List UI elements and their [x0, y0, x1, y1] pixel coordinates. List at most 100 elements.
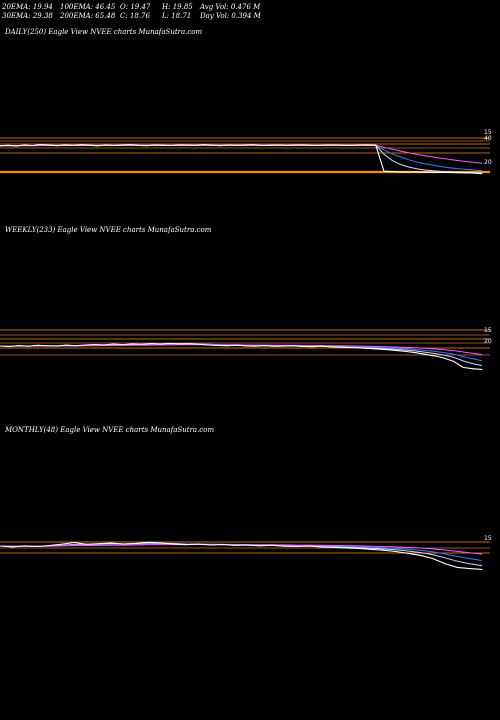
price-point [254, 345, 256, 347]
price-point [339, 346, 341, 348]
price-point [7, 144, 9, 146]
price-point [160, 343, 162, 345]
price-point [481, 568, 483, 570]
price-point [301, 144, 303, 146]
price-point [296, 546, 298, 547]
price-point [358, 347, 360, 349]
price-point [308, 545, 310, 547]
price-point [24, 545, 26, 547]
price-point [216, 345, 218, 346]
price-point [37, 344, 39, 346]
price-point [113, 145, 115, 146]
price-point [252, 144, 254, 146]
price-point [197, 543, 199, 545]
price-point [260, 145, 262, 146]
price-point [122, 144, 123, 146]
ema200-stat: 200EMA: 65.48 [60, 12, 116, 20]
price-point [277, 144, 279, 146]
daily-chart-panel: DAILY(250) Eagle View NVEE charts Munafa… [0, 28, 500, 198]
weekly-chart-panel: WEEKLY(233) Eagle View NVEE charts Munaf… [0, 226, 500, 396]
price-point [130, 144, 132, 146]
price-point [220, 145, 222, 147]
ema-mid-line [0, 543, 483, 561]
price-point [56, 345, 58, 347]
price-point [98, 543, 100, 545]
price-point [15, 145, 17, 147]
price-point [75, 345, 77, 347]
price-point [138, 144, 140, 146]
ema100-stat: 100EMA: 46.45 [60, 3, 116, 11]
price-point [349, 347, 351, 348]
axis-tick-label: 15 [484, 327, 492, 334]
price-point [48, 545, 50, 547]
price-point [333, 546, 335, 548]
price-point [481, 173, 483, 175]
price-point [309, 144, 311, 146]
price-point [236, 144, 238, 146]
daily-chart-title: DAILY(250) Eagle View NVEE charts Munafa… [5, 28, 203, 36]
axis-tick-label: 40 [484, 135, 492, 142]
price-point [32, 145, 34, 146]
price-point [383, 170, 385, 172]
price-point [209, 544, 211, 546]
price-point [301, 345, 303, 347]
price-point [359, 144, 360, 146]
open-stat: O: 19.47 [120, 3, 151, 11]
price-point [188, 343, 190, 345]
price-point [330, 346, 332, 348]
price-point [368, 347, 370, 349]
price-point [293, 144, 295, 146]
price-point [481, 368, 483, 370]
price-point [203, 144, 205, 146]
price-point [171, 145, 173, 146]
price-point [146, 145, 148, 147]
price-point [424, 353, 426, 355]
price-point [357, 547, 359, 549]
price-point [61, 543, 63, 545]
axis-tick-label: 15 [484, 129, 492, 136]
price-point [273, 345, 275, 347]
price-point [271, 544, 273, 546]
ema-fast-line [0, 144, 483, 174]
price-point [244, 144, 246, 146]
price-line [0, 541, 483, 570]
price-point [207, 344, 209, 346]
price-point [123, 543, 125, 545]
ema20-stat: 20EMA: 19.94 [2, 3, 53, 11]
price-point [0, 145, 1, 147]
close-stat: C: 18.76 [120, 12, 150, 20]
price-point [131, 343, 133, 345]
monthly-chart-panel: MONTHLY(48) Eagle View NVEE charts Munaf… [0, 426, 500, 596]
price-point [434, 355, 436, 357]
price-point [89, 144, 91, 146]
axis-tick-label: 20 [484, 338, 492, 345]
price-point [246, 544, 248, 546]
price-point [18, 345, 20, 347]
price-point [103, 344, 105, 346]
price-point [162, 144, 164, 146]
price-point [135, 542, 137, 544]
price-point [0, 345, 1, 347]
price-point [334, 144, 336, 146]
price-point [440, 171, 442, 173]
price-point [283, 545, 285, 547]
price-point [184, 544, 186, 546]
price-point [350, 144, 352, 146]
price-point [235, 344, 237, 346]
price-point [198, 343, 199, 345]
price-point [448, 172, 450, 173]
monthly-chart: 15 [0, 535, 492, 570]
price-point [64, 144, 66, 146]
price-point [432, 171, 434, 173]
price-point [342, 144, 344, 146]
price-point [160, 542, 162, 544]
axis-tick-label: 15 [484, 535, 492, 542]
price-point [147, 541, 149, 543]
price-point [375, 144, 377, 146]
price-point [112, 343, 114, 345]
price-point [391, 171, 393, 173]
price-point [234, 544, 236, 546]
price-point [179, 144, 181, 146]
